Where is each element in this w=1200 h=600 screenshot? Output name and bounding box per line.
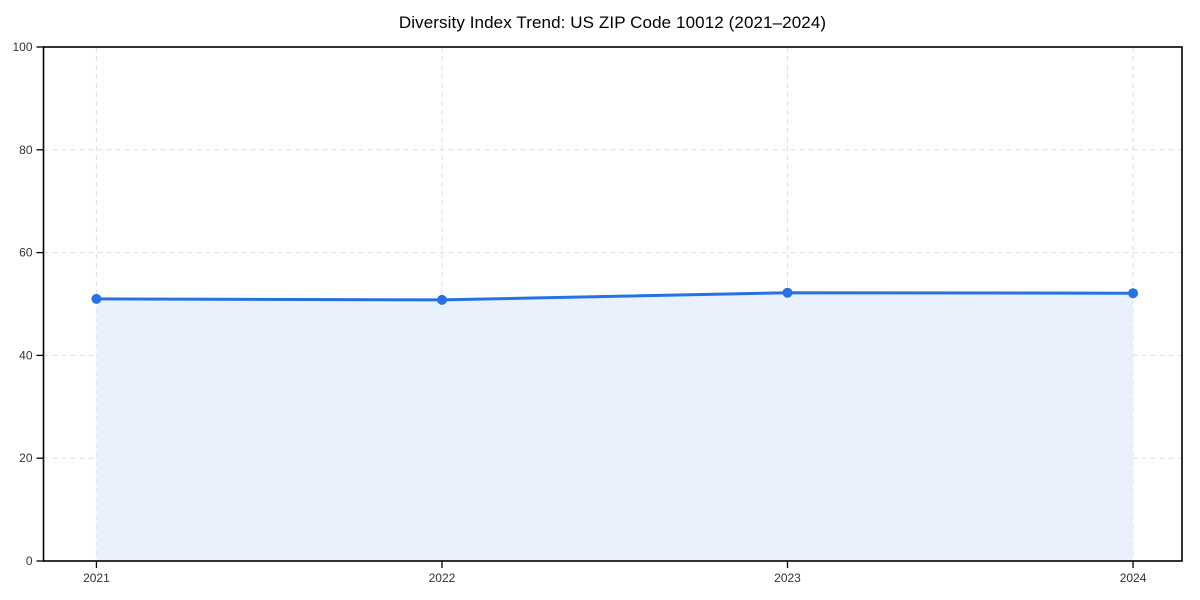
- data-line: [94, 291, 1135, 302]
- y-tick-label: 20: [19, 451, 33, 465]
- x-tick-label: 2021: [83, 571, 110, 585]
- x-tick-label: 2022: [429, 571, 456, 585]
- y-tick-label: 100: [12, 40, 32, 54]
- y-tick-label: 0: [26, 554, 33, 568]
- data-point-2023: [782, 287, 793, 298]
- chart-title: Diversity Index Trend: US ZIP Code 10012…: [398, 13, 827, 32]
- data-point-2024: [1128, 288, 1139, 299]
- x-tick-label: 2023: [774, 571, 801, 585]
- y-tick-label: 40: [19, 348, 33, 362]
- data-point-2021: [91, 293, 102, 304]
- x-tick-label: 2024: [1120, 571, 1147, 585]
- y-tick-label: 80: [19, 143, 33, 157]
- y-tick-label: 60: [19, 246, 33, 260]
- plot-frame: [42, 46, 1183, 562]
- area-fill: [96, 292, 1134, 561]
- data-point-2022: [436, 294, 447, 305]
